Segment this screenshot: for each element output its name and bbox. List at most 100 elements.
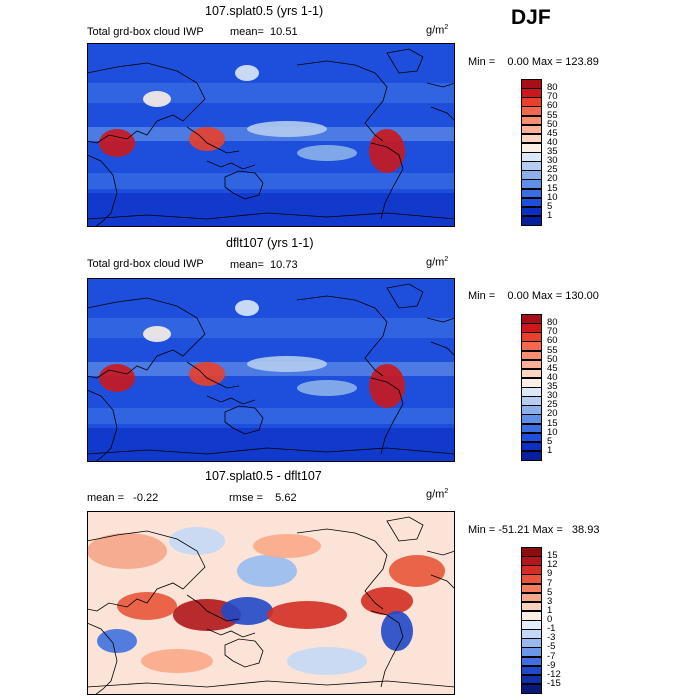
field-anomaly-region: [221, 597, 273, 625]
colorbar-tick-label: 35: [547, 146, 558, 157]
coastline: [370, 142, 404, 220]
field-anomaly-region: [381, 611, 413, 651]
field-band: [87, 83, 455, 103]
panel-3-units-base: g/m: [426, 488, 445, 501]
colorbar-tick-label: 45: [547, 127, 558, 139]
colorbar-tick-label: 80: [547, 82, 558, 94]
colorbar-tick-label: 45: [547, 362, 558, 374]
colorbar-swatch: [521, 215, 542, 226]
field-high-region: [297, 145, 357, 161]
field-anomaly-region: [287, 647, 367, 675]
coastline: [296, 528, 388, 610]
field-high-region: [189, 127, 225, 151]
coastline: [87, 389, 118, 462]
field-band: [87, 173, 455, 189]
colorbar-tick-label: 60: [547, 100, 558, 112]
colorbar-tick-label: 80: [547, 317, 558, 329]
coastline: [87, 622, 118, 695]
field-high-region: [235, 300, 259, 316]
coastline: [87, 212, 455, 220]
colorbar-tick-label: -7: [547, 650, 556, 662]
coastline: [206, 628, 256, 638]
panel-1-units-exp: 2: [444, 24, 449, 31]
panel-3-units: g/m2: [426, 488, 448, 501]
coastline: [386, 516, 424, 542]
colorbar-tick-label: 5: [547, 200, 553, 212]
panel-3-units-exp: 2: [444, 488, 449, 495]
coastline: [87, 62, 206, 144]
panel-1-variable: Total grd-box cloud IWP: [87, 26, 204, 38]
panel-1-title: 107.splat0.5 (yrs 1-1): [205, 4, 324, 18]
colorbar-tick-label: -15: [547, 677, 561, 689]
colorbar-tick-label: 25: [547, 164, 558, 176]
coastline: [87, 447, 455, 455]
coastline: [224, 170, 264, 200]
coastline: [224, 638, 264, 668]
field-anomaly-region: [389, 555, 445, 587]
colorbar-tick-label: 25: [547, 399, 558, 411]
field-high-region: [99, 364, 135, 392]
colorbar-tick-label: 1: [547, 604, 553, 616]
coastline: [426, 550, 455, 556]
field-high-region: [235, 65, 259, 81]
field-anomaly-region: [237, 555, 297, 587]
field-high-region: [143, 91, 171, 107]
coastline: [186, 361, 240, 389]
colorbar-tick-label: -3: [547, 632, 556, 644]
coastline: [430, 106, 455, 122]
panel-2-units-base: g/m: [426, 256, 445, 269]
field-anomaly-region: [253, 534, 321, 558]
colorbar-tick-label: 15: [547, 417, 558, 429]
colorbar-tick-label: 1: [547, 444, 553, 456]
panel-1-units: g/m2: [426, 24, 448, 37]
coastline: [370, 610, 404, 688]
field-band: [87, 428, 455, 462]
coastline: [87, 680, 455, 688]
panel-1-units-base: g/m: [426, 24, 445, 37]
coastline: [87, 154, 118, 227]
colorbar-tick-label: 1: [547, 209, 553, 221]
colorbar-tick-label: 15: [547, 550, 558, 562]
colorbar-tick-label: 9: [547, 568, 553, 580]
coastline: [386, 283, 424, 309]
panel-3-rmse: rmse = 5.62: [229, 492, 297, 504]
colorbar-tick-label: 50: [547, 118, 558, 130]
colorbar-tick-label: 55: [547, 344, 558, 356]
panel-2-mean: mean= 10.73: [230, 259, 298, 271]
coastline: [370, 377, 404, 455]
panel-3-map: [87, 511, 455, 695]
colorbar-tick-label: -1: [547, 623, 556, 635]
field-band: [87, 318, 455, 338]
field-high-region: [99, 129, 135, 157]
colorbar-tick-label: 35: [547, 381, 558, 392]
colorbar-swatch: [521, 683, 542, 694]
field-high-region: [369, 129, 405, 173]
colorbar-tick-label: -12: [547, 668, 561, 680]
colorbar-tick-label: 7: [547, 577, 553, 589]
colorbar-tick-label: 10: [547, 426, 558, 438]
panel-2-map: [87, 278, 455, 462]
field-anomaly-region: [267, 601, 347, 629]
field-band: [87, 193, 455, 227]
coastline: [430, 341, 455, 357]
field-high-region: [247, 121, 327, 137]
difference-field: [87, 511, 455, 695]
panel-2-minmax: Min = 0.00 Max = 130.00: [468, 290, 599, 302]
colorbar-tick-label: 20: [547, 173, 558, 185]
coastline: [426, 82, 455, 88]
colorbar-tick-label: 20: [547, 408, 558, 420]
colorbar-tick-label: 40: [547, 371, 558, 383]
colorbar-tick-label: 70: [547, 91, 558, 103]
coastline: [87, 297, 206, 379]
coastline: [430, 574, 455, 590]
coastline: [206, 160, 256, 170]
colorbar-tick-label: 30: [547, 390, 558, 402]
panel-2-units: g/m2: [426, 256, 448, 269]
coastline: [296, 295, 388, 377]
coastline: [186, 126, 240, 154]
panel-2-units-exp: 2: [444, 256, 449, 263]
coastline: [296, 60, 388, 142]
panel-3-title: 107.splat0.5 - dflt107: [205, 469, 322, 483]
panel-1-map: [87, 43, 455, 227]
panel-3-mean: mean = -0.22: [87, 492, 159, 504]
